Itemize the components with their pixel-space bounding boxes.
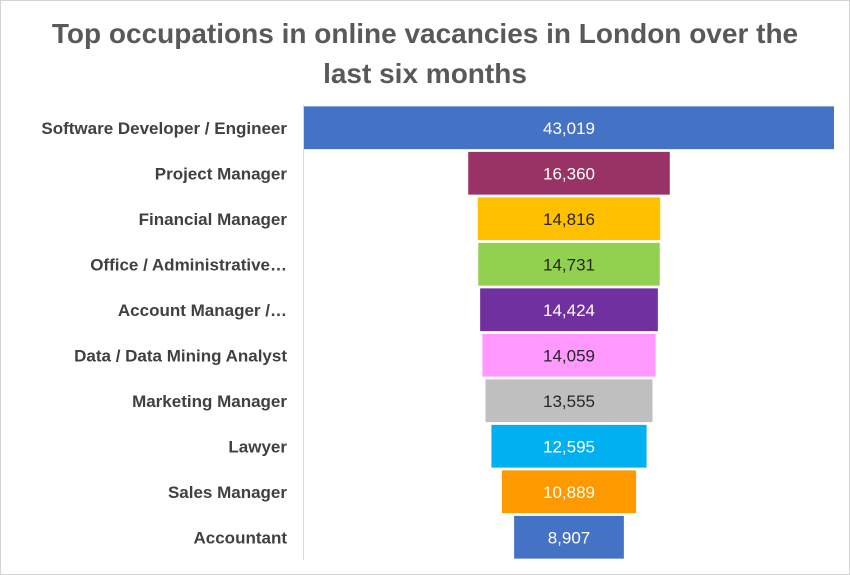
- chart-title-line-2: last six months: [323, 58, 527, 89]
- value-label-1: 16,360: [543, 164, 595, 183]
- value-label-8: 10,889: [543, 483, 595, 502]
- category-label-7: Lawyer: [228, 437, 287, 456]
- bar-3: [478, 242, 660, 286]
- value-label-2: 14,816: [543, 210, 595, 229]
- category-label-9: Accountant: [194, 528, 288, 547]
- chart-title-line-1: Top occupations in online vacancies in L…: [51, 18, 799, 49]
- category-label-0: Software Developer / Engineer: [41, 119, 287, 138]
- bar-group: [304, 106, 834, 559]
- category-label-8: Sales Manager: [168, 483, 287, 502]
- value-label-9: 8,907: [548, 528, 591, 547]
- category-label-4: Account Manager /…: [118, 301, 287, 320]
- bar-6: [485, 379, 653, 423]
- value-label-0: 43,019: [543, 119, 595, 138]
- bar-8: [501, 470, 637, 514]
- bar-5: [482, 333, 656, 377]
- category-label-1: Project Manager: [155, 164, 288, 183]
- bar-7: [491, 424, 647, 468]
- value-label-7: 12,595: [543, 437, 595, 456]
- category-label-6: Marketing Manager: [132, 392, 287, 411]
- bar-1: [468, 151, 670, 195]
- bar-0: [304, 106, 834, 150]
- value-label-5: 14,059: [543, 346, 595, 365]
- category-label-2: Financial Manager: [139, 210, 288, 229]
- value-label-4: 14,424: [543, 301, 595, 320]
- category-label-5: Data / Data Mining Analyst: [74, 346, 287, 365]
- bar-2: [477, 197, 661, 241]
- value-label-3: 14,731: [543, 255, 595, 274]
- category-label-group: Software Developer / Engineer Project Man…: [41, 119, 287, 548]
- category-label-3: Office / Administrative…: [90, 255, 287, 274]
- bar-4: [480, 288, 658, 332]
- value-label-6: 13,555: [543, 392, 595, 411]
- value-label-group: 43,019 16,360 14,816 14,731 14,424 14,059 13,5…: [543, 119, 595, 548]
- chart-title: Top occupations in online vacancies in L…: [0, 14, 850, 94]
- bar-9: [514, 515, 624, 559]
